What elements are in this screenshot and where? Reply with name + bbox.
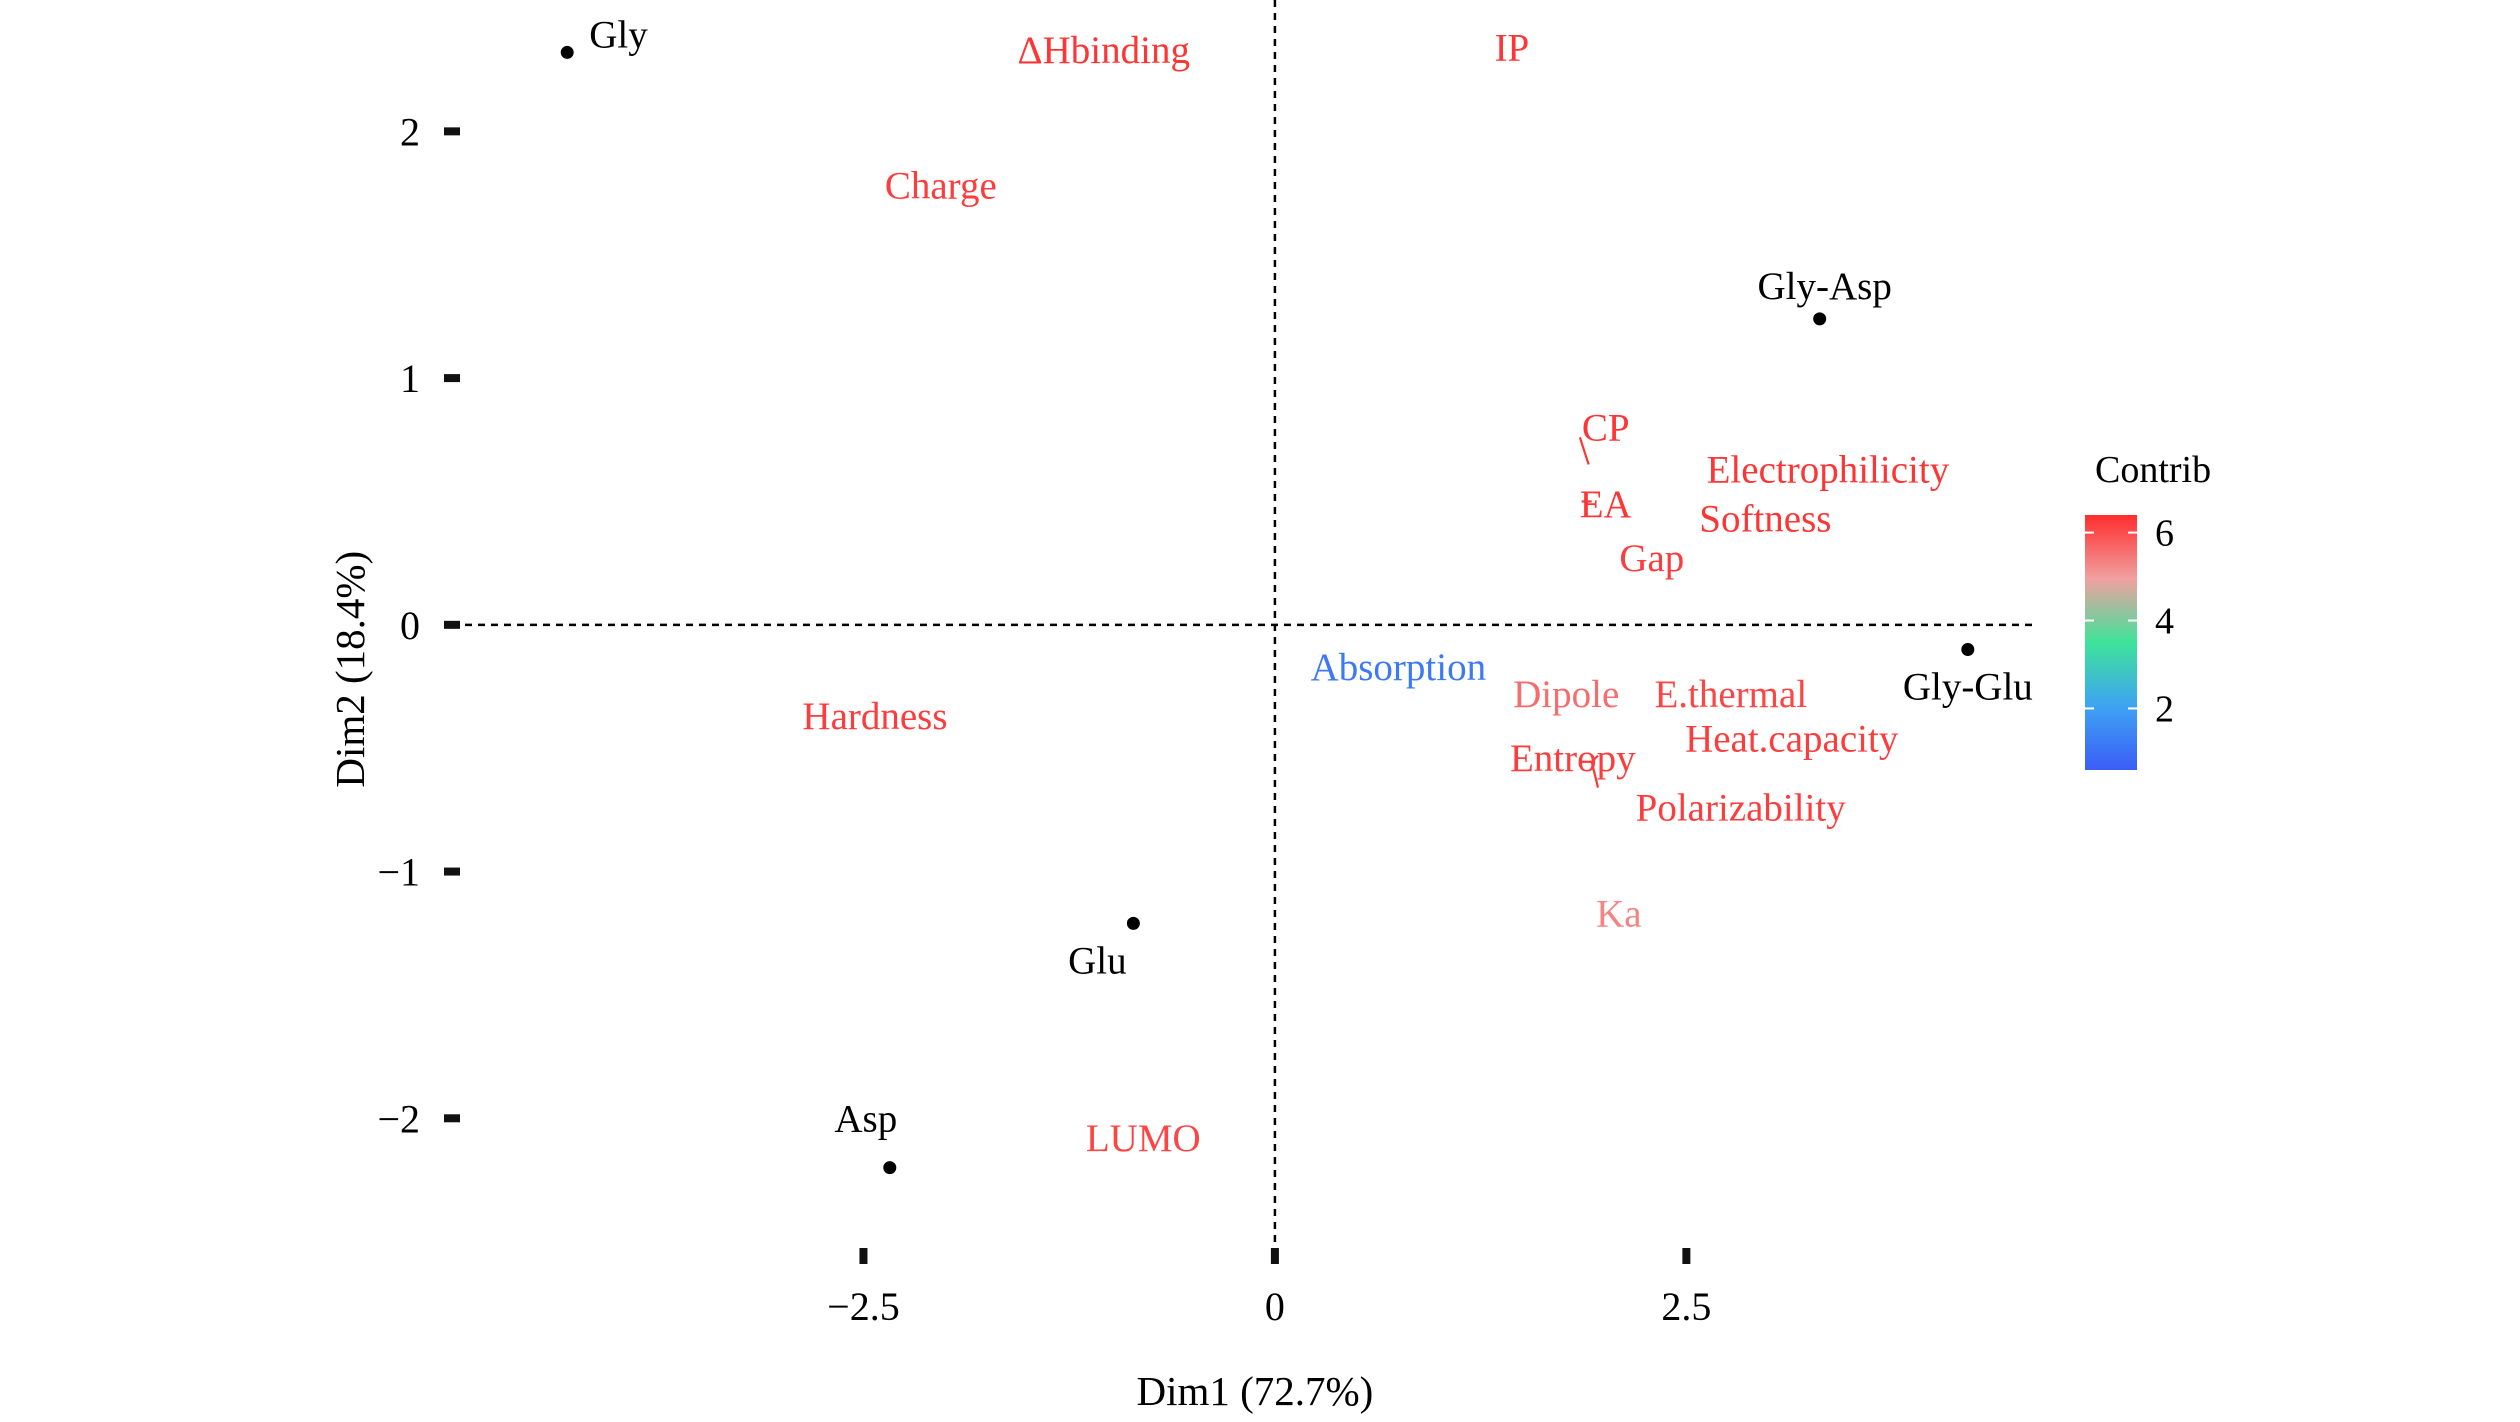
y-tick-mark	[444, 374, 460, 383]
variable-label-hbinding: ΔHbinding	[1018, 29, 1190, 72]
x-tick-mark	[859, 1248, 868, 1264]
legend-title: Contrib	[2095, 449, 2211, 491]
label-leader-lines	[1578, 436, 1600, 788]
y-axis-title: Dim2 (18.4%)	[327, 551, 373, 788]
variable-label-absorption: Absorption	[1311, 646, 1487, 689]
legend-colorbar	[2085, 515, 2137, 770]
leader-line	[1590, 754, 1599, 763]
x-axis: −2.5 0 2.5	[827, 1248, 1711, 1329]
variable-label-cp: CP	[1582, 406, 1630, 449]
variable-label-heat-capacity: Heat.capacity	[1685, 717, 1899, 760]
reference-lines	[452, 0, 2032, 1248]
variable-label-charge: Charge	[885, 165, 997, 208]
x-tick-mark	[1682, 1248, 1691, 1264]
y-tick-mark	[444, 127, 460, 136]
leader-line	[1590, 761, 1600, 788]
legend-tick-label: 2	[2155, 688, 2174, 730]
variable-label-ea: EA	[1580, 483, 1632, 526]
legend-tick-label: 6	[2155, 513, 2174, 555]
point-label-glu: Glu	[1068, 939, 1127, 982]
y-tick-label: 1	[400, 356, 420, 401]
point-gly-asp	[1813, 312, 1827, 326]
variable-label-entropy: Entropy	[1510, 737, 1636, 780]
variable-label-ip: IP	[1495, 26, 1530, 69]
variable-label-hardness: Hardness	[802, 695, 947, 738]
variable-label-lumo: LUMO	[1086, 1117, 1201, 1160]
x-axis-title: Dim1 (72.7%)	[1136, 1368, 1373, 1414]
point-label-gly-asp: Gly-Asp	[1758, 265, 1892, 308]
variable-label-e-thermal: E.thermal	[1654, 673, 1807, 716]
contrib-legend: Contrib 2 4 6	[2085, 449, 2211, 770]
y-tick-label: −1	[377, 850, 420, 895]
y-tick-label: −2	[377, 1096, 420, 1141]
legend-tick-label: 4	[2155, 601, 2174, 643]
variable-label-softness: Softness	[1699, 498, 1831, 541]
y-tick-label: 2	[400, 109, 420, 154]
x-tick-label: 2.5	[1661, 1284, 1711, 1329]
point-label-gly-glu: Gly-Glu	[1903, 666, 2033, 709]
y-tick-mark	[444, 620, 460, 629]
variable-label-dipole: Dipole	[1513, 673, 1619, 716]
variable-label-ka: Ka	[1596, 893, 1641, 936]
y-tick-mark	[444, 1114, 460, 1123]
point-label-asp: Asp	[834, 1098, 897, 1141]
variable-label-electrophilicity: Electrophilicity	[1707, 448, 1950, 491]
y-tick-label: 0	[400, 603, 420, 648]
y-tick-mark	[444, 867, 460, 876]
point-asp	[883, 1161, 897, 1175]
x-tick-label: 0	[1265, 1284, 1285, 1329]
observation-points: Gly Gly-Asp Gly-Glu Glu Asp	[560, 13, 2033, 1175]
x-tick-label: −2.5	[827, 1284, 900, 1329]
point-gly-glu	[1961, 643, 1975, 657]
variable-label-gap: Gap	[1619, 537, 1684, 580]
point-gly	[560, 45, 574, 59]
variable-labels: ΔHbinding IP Charge CP Electrophilicity EA Sof…	[802, 26, 1949, 1160]
point-label-gly: Gly	[589, 13, 648, 56]
point-glu	[1126, 916, 1140, 930]
legend-ticks: 2 4 6	[2085, 513, 2174, 730]
y-axis: −2 −1 0 1 2	[377, 109, 460, 1141]
variable-label-polarizability: Polarizability	[1636, 786, 1847, 829]
leader-line	[1578, 436, 1590, 465]
x-tick-mark	[1270, 1248, 1279, 1264]
